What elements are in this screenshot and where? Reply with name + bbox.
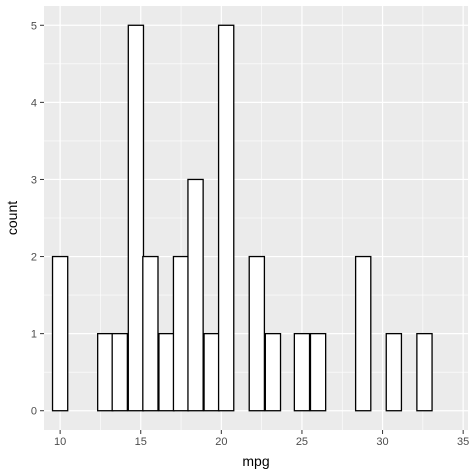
histogram-bar (203, 332, 220, 412)
histogram-bar (309, 332, 327, 412)
histogram-bar (293, 332, 311, 412)
histogram-bar (354, 255, 372, 412)
x-tick-label: 25 (296, 436, 308, 448)
histogram-bar (217, 24, 235, 412)
histogram-bar (97, 332, 114, 412)
y-tick-label: 5 (31, 20, 37, 32)
x-tick-label: 10 (54, 436, 66, 448)
y-tick-label: 3 (31, 174, 37, 186)
y-axis-ticks: 0 1 2 3 4 5 (31, 20, 44, 418)
histogram-bars (51, 24, 433, 412)
x-axis-title: mpg (242, 453, 269, 469)
y-tick-label: 1 (31, 329, 37, 341)
histogram-bar (187, 178, 204, 412)
histogram-bar (111, 332, 129, 412)
x-tick-label: 30 (376, 436, 388, 448)
histogram-bar (127, 24, 145, 412)
y-tick-label: 4 (31, 97, 37, 109)
histogram-bar (416, 332, 433, 412)
y-tick-label: 2 (31, 252, 37, 264)
x-axis-ticks: 10 15 20 25 30 35 (54, 430, 469, 448)
histogram-bar (264, 332, 282, 412)
histogram-bar (172, 255, 190, 412)
histogram-bar (142, 255, 159, 412)
histogram-bar (385, 332, 403, 412)
x-tick-label: 35 (457, 436, 469, 448)
x-tick-label: 20 (215, 436, 227, 448)
histogram-bar (248, 255, 266, 412)
y-axis-title: count (4, 201, 20, 235)
histogram-bar (158, 332, 175, 412)
y-tick-label: 0 (31, 406, 37, 418)
histogram-bar (51, 255, 69, 412)
x-tick-label: 15 (135, 436, 147, 448)
